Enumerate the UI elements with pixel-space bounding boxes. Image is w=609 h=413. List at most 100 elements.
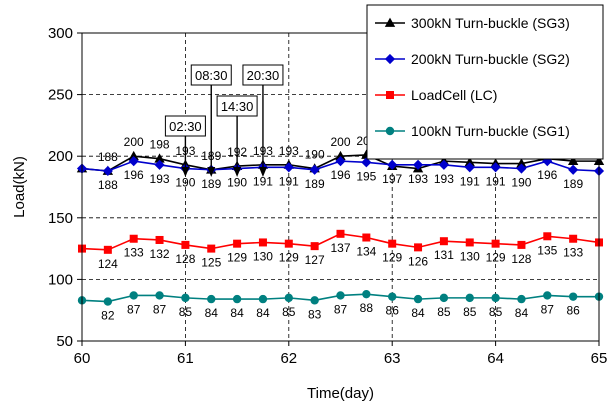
data-point-sg1	[103, 297, 113, 306]
data-point-sg1	[439, 293, 449, 303]
series-layer	[76, 149, 605, 306]
data-label-sg1: 82	[101, 309, 115, 323]
data-label-lc: 129	[486, 251, 506, 265]
data-point-sg1	[491, 293, 500, 303]
data-label-sg2: 191	[253, 174, 273, 188]
data-label-lc: 130	[460, 249, 480, 263]
data-point-lc	[129, 234, 138, 243]
data-label-sg1: 83	[308, 307, 322, 321]
data-label-sg3: 188	[98, 150, 118, 164]
data-point-sg2	[438, 159, 449, 170]
data-label-sg2: 190	[227, 176, 247, 190]
data-point-sg1	[465, 293, 474, 303]
data-label-sg1: 84	[411, 306, 425, 320]
data-label-sg1: 88	[360, 301, 374, 315]
data-label-sg2: 191	[460, 174, 480, 188]
legend-label-sg1: 100kN Turn-buckle (SG1)	[411, 123, 570, 139]
annotation-arrowhead	[258, 167, 267, 177]
x-tick-label: 62	[280, 350, 297, 367]
data-point-lc	[439, 237, 448, 246]
data-label-lc: 134	[356, 245, 376, 259]
data-point-lc	[517, 240, 526, 249]
data-point-lc	[103, 245, 112, 254]
data-label-lc: 130	[253, 249, 273, 263]
data-label-sg1: 85	[179, 305, 193, 319]
data-point-lc	[388, 239, 397, 248]
data-label-sg2: 193	[408, 172, 428, 186]
annotation-label: 08:30	[195, 68, 228, 83]
data-point-lc	[362, 233, 371, 242]
data-point-sg1	[310, 296, 319, 305]
data-point-sg1	[568, 292, 578, 301]
annotation-label: 20:30	[247, 68, 280, 83]
data-label-lc: 124	[98, 257, 118, 271]
data-label-sg1: 84	[256, 306, 270, 320]
data-label-lc: 129	[227, 251, 247, 265]
data-point-sg2	[309, 164, 320, 175]
data-point-sg1	[362, 289, 371, 299]
y-tick-label: 150	[48, 210, 73, 227]
annotation-arrowhead	[233, 167, 242, 177]
y-tick-label: 100	[48, 271, 73, 288]
x-tick-label: 60	[74, 350, 91, 367]
data-label-sg1: 84	[230, 306, 244, 320]
data-label-lc: 127	[305, 253, 325, 267]
data-label-sg2: 190	[511, 176, 531, 190]
legend-marker-sg3	[384, 17, 396, 27]
data-label-sg3: 200	[330, 135, 350, 149]
data-label-sg2: 196	[124, 168, 144, 182]
data-point-lc	[310, 242, 319, 251]
data-point-lc	[284, 239, 293, 248]
data-point-lc	[491, 239, 500, 248]
data-label-sg1: 86	[386, 304, 400, 318]
data-point-sg1	[388, 292, 397, 301]
data-point-sg1	[181, 293, 190, 303]
data-label-sg2: 195	[356, 169, 376, 183]
data-point-sg2	[102, 165, 113, 177]
data-label-sg3: 193	[279, 144, 299, 158]
data-label-lc: 132	[150, 247, 170, 261]
data-point-sg1	[336, 291, 345, 300]
data-point-sg2	[154, 159, 165, 170]
data-point-sg1	[232, 294, 242, 304]
data-point-sg1	[543, 291, 552, 300]
data-label-lc: 135	[537, 243, 557, 257]
data-point-lc	[181, 240, 190, 249]
data-point-lc	[207, 244, 216, 253]
data-point-lc	[155, 235, 164, 244]
data-label-sg2: 193	[434, 172, 454, 186]
data-label-sg1: 85	[463, 305, 477, 319]
data-label-sg2: 197	[382, 172, 402, 186]
data-label-sg2: 191	[486, 174, 506, 188]
data-point-sg2	[412, 159, 424, 170]
data-point-sg1	[284, 293, 293, 303]
legend: 300kN Turn-buckle (SG3) 200kN Turn-buckle…	[366, 4, 604, 160]
data-point-lc	[569, 234, 578, 243]
data-label-sg1: 85	[437, 305, 451, 319]
legend-marker-sg2	[384, 53, 396, 65]
data-label-sg1: 87	[334, 302, 348, 316]
x-tick-label: 63	[384, 350, 401, 367]
data-point-sg1	[129, 291, 138, 300]
annotation-label: 14:30	[221, 99, 254, 114]
data-label-lc: 131	[434, 248, 454, 262]
data-label-sg2: 189	[563, 177, 583, 191]
annotations-layer: 02:30 08:30 14:30 20:30	[164, 64, 284, 177]
y-tick-label: 50	[56, 333, 73, 350]
data-point-sg2	[516, 163, 527, 174]
data-point-lc	[233, 239, 242, 248]
data-point-lc	[336, 229, 345, 238]
data-label-sg1: 87	[127, 302, 141, 316]
data-point-sg1	[155, 291, 164, 300]
x-axis-label: Time(day)	[307, 385, 374, 402]
annotation-arrowhead	[207, 167, 216, 177]
data-label-sg2: 191	[279, 174, 299, 188]
x-tick-label: 64	[487, 350, 504, 367]
data-label-sg2: 189	[305, 177, 325, 191]
data-label-sg2: 193	[150, 172, 170, 186]
data-point-sg1	[207, 294, 216, 304]
data-point-lc	[258, 238, 267, 247]
legend-box	[366, 4, 604, 160]
legend-marker-sg1	[385, 126, 395, 136]
